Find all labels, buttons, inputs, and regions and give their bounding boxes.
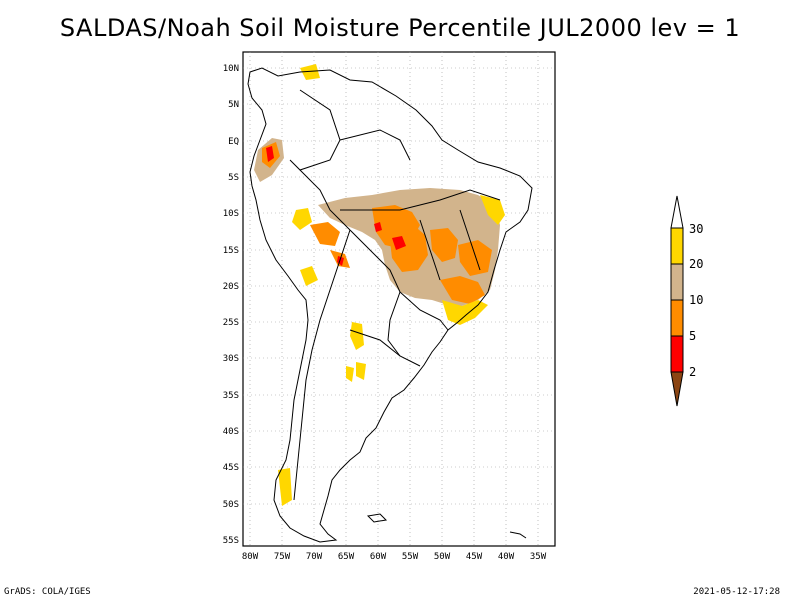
shade-brazil-orange-3: [430, 228, 458, 262]
lon-label: 60W: [370, 552, 387, 562]
shade-brazil-orange-5: [458, 240, 492, 276]
shade-bolivia-orange: [310, 222, 340, 246]
south-georgia: [509, 531, 527, 539]
colorbar-band-20-30: [670, 227, 684, 265]
lat-label: 35S: [223, 391, 239, 401]
shade-ecuador-red: [266, 146, 274, 162]
lat-label: 5N: [228, 100, 239, 110]
colorbar-band-2-5: [670, 335, 684, 373]
lat-label: 45S: [223, 463, 239, 473]
lat-label: 15S: [223, 246, 239, 256]
shade-yellow-arg-3: [300, 266, 318, 286]
border-5: [399, 291, 449, 331]
colorbar-label: 20: [689, 257, 703, 271]
credit-text: GrADS: COLA/IGES: [4, 587, 91, 597]
lat-label: 30S: [223, 354, 239, 364]
lat-label: 25S: [223, 318, 239, 328]
colorbar-label: 30: [689, 222, 703, 236]
lat-label: 55S: [223, 536, 239, 546]
lon-labels: 80W 75W 70W 65W 60W 55W 50W 45W 40W 35W: [242, 552, 547, 562]
lat-labels: 10N 5N EQ 5S 10S 15S 20S 25S 30S 35S 40S…: [223, 64, 239, 546]
shade-yellow-peru: [292, 208, 312, 230]
lat-label: 5S: [228, 173, 239, 183]
border-11: [349, 329, 421, 367]
shade-yellow-arg-2: [356, 362, 366, 380]
falklands: [366, 513, 388, 523]
lat-label: 50S: [223, 500, 239, 510]
shade-brazil-orange-2: [388, 222, 428, 272]
lat-label: 40S: [223, 427, 239, 437]
lat-label: 10S: [223, 209, 239, 219]
border-1: [289, 89, 341, 171]
lon-label: 80W: [242, 552, 259, 562]
shade-red-2: [374, 222, 382, 232]
continent-outline: [247, 67, 533, 543]
lon-label: 65W: [338, 552, 355, 562]
border-9: [419, 219, 441, 281]
coastlines: [247, 67, 533, 543]
percentile-shading: [254, 64, 505, 506]
border-10: [459, 209, 481, 271]
colorbar-label: 5: [689, 329, 696, 343]
shade-yellow-patagonia: [278, 468, 292, 506]
colorbar-top-triangle: [670, 195, 684, 229]
colorbar-band-10-20: [670, 263, 684, 301]
border-6: [293, 229, 351, 501]
lat-label: 20S: [223, 282, 239, 292]
shade-yellow-nebrazil: [480, 195, 505, 225]
border-3: [299, 169, 351, 231]
timestamp-text: 2021-05-12-17:28: [693, 587, 780, 597]
lat-label: 10N: [223, 64, 239, 74]
colorbar-band-5-10: [670, 299, 684, 337]
lon-label: 35W: [530, 552, 547, 562]
lat-label: EQ: [228, 137, 239, 147]
lon-label: 50W: [434, 552, 451, 562]
colorbar-bottom-triangle: [670, 371, 684, 407]
shade-red-1: [392, 236, 406, 250]
border-2: [339, 129, 411, 161]
map-frame: [242, 51, 556, 547]
shade-yellow-venez: [300, 64, 320, 80]
shade-brazil-orange-4: [440, 276, 485, 304]
border-4: [349, 229, 401, 293]
lon-label: 55W: [402, 552, 419, 562]
border-8: [340, 189, 501, 211]
shade-yellow-arg-1: [350, 322, 364, 350]
colorbar-label: 2: [689, 365, 696, 379]
colorbar: [670, 195, 684, 407]
lon-label: 45W: [466, 552, 483, 562]
lon-label: 40W: [498, 552, 515, 562]
colorbar-label: 10: [689, 293, 703, 307]
colorbar-labels: 2 5 10 20 30: [689, 222, 703, 379]
lon-label: 70W: [306, 552, 323, 562]
shade-yellow-arg-4: [346, 366, 354, 382]
lon-label: 75W: [274, 552, 291, 562]
page-title: SALDAS/Noah Soil Moisture Percentile JUL…: [59, 14, 741, 42]
border-7: [387, 291, 401, 357]
shade-red-3: [337, 256, 344, 266]
